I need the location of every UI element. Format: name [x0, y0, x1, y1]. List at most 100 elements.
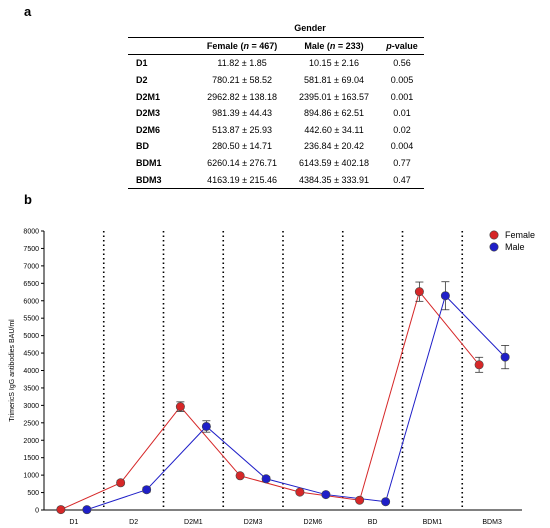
table-row: D2M1 2962.82 ± 138.18 2395.01 ± 163.57 0.00… — [128, 88, 424, 105]
column-header-symbol: n — [329, 40, 336, 51]
legend-label: Male — [505, 242, 525, 252]
column-header-text: -value — [391, 40, 418, 51]
column-header-row: Female (n = 467) Male (n = 233) p-value — [128, 37, 424, 56]
cell-female: 981.39 ± 44.43 — [212, 108, 273, 119]
y-axis-label: TrimericS IgG antibodies BAU/ml — [9, 319, 16, 422]
cell-p: 0.02 — [393, 124, 411, 135]
data-point-female — [355, 495, 365, 505]
cell-male: 10.15 ± 2.16 — [309, 58, 360, 69]
table-row: BDM1 6260.14 ± 276.71 6143.59 ± 402.18 0.77 — [128, 155, 424, 172]
data-point-female — [235, 471, 245, 481]
data-point-female — [56, 505, 66, 515]
y-tick-label: 5500 — [23, 316, 39, 323]
y-tick-label: 2500 — [23, 420, 39, 427]
data-point-male — [142, 485, 152, 495]
x-tick-label: BDM3 — [482, 519, 502, 526]
y-tick-label: 5000 — [23, 333, 39, 340]
cell-male: 442.60 ± 34.11 — [304, 124, 364, 135]
gender-header: Gender — [196, 20, 424, 38]
data-point-female — [295, 487, 305, 497]
y-tick-label: 500 — [27, 490, 39, 497]
table-row: BDM3 4163.19 ± 215.46 4384.35 ± 333.91 0.47 — [128, 171, 424, 189]
table-row: D2 780.21 ± 58.52 581.81 ± 69.04 0.005 — [128, 72, 424, 89]
legend-marker — [489, 242, 499, 252]
y-tick-label: 0 — [35, 508, 39, 515]
column-header: Female (n = 467) — [196, 37, 289, 56]
cell-p: 0.47 — [379, 171, 424, 189]
table-row: D2M3 981.39 ± 44.43 894.86 ± 62.51 0.01 — [128, 105, 424, 122]
cell-male: 236.84 ± 20.42 — [304, 141, 365, 152]
y-tick-label: 4000 — [23, 368, 39, 375]
x-tick-label: BDM1 — [423, 519, 443, 526]
series-line-female — [60, 290, 480, 511]
cell-p: 0.56 — [393, 58, 411, 69]
cell-label: BD — [136, 141, 149, 152]
x-tick-label: D1 — [69, 519, 78, 526]
cell-p: 0.001 — [390, 91, 414, 102]
data-point-male — [321, 490, 331, 500]
cell-label: BDM1 — [136, 158, 162, 169]
data-point-female — [474, 360, 484, 370]
x-tick-label: D2M6 — [304, 519, 323, 526]
cell-label: D2M6 — [136, 124, 161, 135]
panel-a-label: a — [24, 4, 32, 19]
table-body: D1 11.82 ± 1.85 10.15 ± 2.16 0.56 D2 780.21 ±… — [128, 55, 424, 189]
column-header: Male (n = 233) — [288, 37, 380, 56]
data-point-male — [261, 474, 271, 484]
data-point-male — [82, 505, 92, 515]
table-row: D2M6 513.87 ± 25.93 442.60 ± 34.11 0.02 — [128, 122, 424, 139]
legend-marker — [489, 230, 499, 240]
y-tick-label: 3500 — [23, 385, 39, 392]
data-point-male — [381, 497, 391, 507]
y-tick-label: 6500 — [23, 281, 39, 288]
x-tick-label: D2M1 — [184, 519, 203, 526]
series-line-male — [86, 294, 506, 511]
column-header-text: = 233) — [335, 40, 364, 51]
y-tick-label: 3000 — [23, 403, 39, 410]
y-tick-label: 1500 — [23, 455, 39, 462]
legend-label: Female — [505, 230, 535, 240]
column-header-text: = 467) — [248, 40, 278, 51]
x-tick-label: BD — [368, 519, 378, 526]
cell-female: 280.50 ± 14.71 — [212, 141, 273, 152]
y-tick-label: 2000 — [23, 438, 39, 445]
cell-label: BDM3 — [128, 171, 196, 189]
table-row: BD 280.50 ± 14.71 236.84 ± 20.42 0.004 — [128, 138, 424, 155]
x-tick-label: D2M3 — [244, 519, 263, 526]
column-header-symbol: n — [243, 40, 249, 51]
column-header — [128, 37, 196, 56]
antibody-line-chart: 0 500 1000 1500 2000 2500 3000 3500 4000 4500 5000… — [9, 229, 535, 527]
y-tick-label: 7500 — [23, 246, 39, 253]
data-point-female — [414, 287, 424, 297]
cell-label: D2 — [136, 75, 148, 86]
y-tick-label: 7000 — [23, 263, 39, 270]
y-tick-label: 1000 — [23, 473, 39, 480]
data-point-female — [116, 478, 126, 488]
cell-p: 0.004 — [390, 141, 414, 152]
cell-female: 2962.82 ± 138.18 — [207, 91, 278, 102]
y-tick-label: 8000 — [23, 229, 39, 236]
column-header-text: Male ( — [304, 40, 330, 51]
cell-p: 0.005 — [390, 75, 414, 86]
cell-female: 4163.19 ± 215.46 — [196, 171, 289, 189]
column-header-text: Female ( — [206, 40, 244, 51]
cell-male: 4384.35 ± 333.91 — [288, 171, 380, 189]
cell-p: 0.77 — [393, 158, 411, 169]
gender-table: Gender Female (n = 467) Male (n = 233) p-v… — [128, 20, 424, 189]
column-header-symbol: p — [386, 40, 392, 51]
x-tick-label: D2 — [129, 519, 138, 526]
cell-female: 11.82 ± 1.85 — [217, 58, 267, 69]
cell-p: 0.01 — [393, 108, 411, 119]
cell-female: 780.21 ± 58.52 — [212, 75, 273, 86]
data-point-male — [201, 421, 211, 431]
y-tick-label: 4500 — [23, 351, 39, 358]
column-header: p-value — [379, 37, 424, 56]
cell-male: 894.86 ± 62.51 — [304, 108, 365, 119]
cell-male: 2395.01 ± 163.57 — [299, 91, 370, 102]
cell-label: D2M3 — [136, 108, 161, 119]
cell-male: 581.81 ± 69.04 — [304, 75, 365, 86]
y-tick-label: 6000 — [23, 298, 39, 305]
data-point-female — [175, 402, 185, 412]
cell-label: D1 — [136, 58, 148, 69]
data-point-male — [500, 352, 510, 362]
